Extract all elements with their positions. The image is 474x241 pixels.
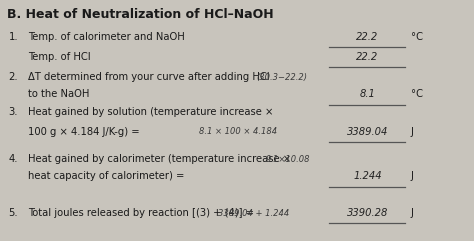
Text: 3389.04: 3389.04 bbox=[346, 127, 388, 137]
Text: 3.: 3. bbox=[9, 107, 18, 117]
Text: Heat gained by solution (temperature increase ×: Heat gained by solution (temperature inc… bbox=[28, 107, 274, 117]
Text: (30.3−22.2): (30.3−22.2) bbox=[256, 73, 307, 82]
Text: Temp. of calorimeter and NaOH: Temp. of calorimeter and NaOH bbox=[28, 32, 185, 42]
Text: J: J bbox=[411, 127, 414, 137]
Text: 5.: 5. bbox=[9, 208, 18, 218]
Text: 9.1×10.08: 9.1×10.08 bbox=[265, 154, 310, 164]
Text: 3389.04 + 1.244: 3389.04 + 1.244 bbox=[218, 209, 289, 218]
Text: 3390.28: 3390.28 bbox=[346, 208, 388, 218]
Text: 8.1: 8.1 bbox=[359, 89, 375, 100]
Text: 2.: 2. bbox=[9, 72, 18, 82]
Text: Total joules released by reaction [(3) + (4)] =: Total joules released by reaction [(3) +… bbox=[28, 208, 255, 218]
Text: °C: °C bbox=[411, 32, 423, 42]
Text: 22.2: 22.2 bbox=[356, 32, 378, 42]
Text: 1.244: 1.244 bbox=[353, 171, 382, 181]
Text: Temp. of HCl: Temp. of HCl bbox=[28, 52, 91, 62]
Text: 22.2: 22.2 bbox=[356, 52, 378, 62]
Text: to the NaOH: to the NaOH bbox=[28, 89, 90, 100]
Text: 100 g × 4.184 J/K-g) =: 100 g × 4.184 J/K-g) = bbox=[28, 127, 140, 137]
Text: J: J bbox=[411, 208, 414, 218]
Text: 4.: 4. bbox=[9, 154, 18, 164]
Text: J: J bbox=[411, 171, 414, 181]
Text: ΔT determined from your curve after adding HCl: ΔT determined from your curve after addi… bbox=[28, 72, 270, 82]
Text: B. Heat of Neutralization of HCl–NaOH: B. Heat of Neutralization of HCl–NaOH bbox=[7, 8, 274, 21]
Text: 1.: 1. bbox=[9, 32, 18, 42]
Text: 8.1 × 100 × 4.184: 8.1 × 100 × 4.184 bbox=[199, 127, 277, 136]
Text: heat capacity of calorimeter) =: heat capacity of calorimeter) = bbox=[28, 171, 185, 181]
Text: °C: °C bbox=[411, 89, 423, 100]
Text: Heat gained by calorimeter (temperature increase ×: Heat gained by calorimeter (temperature … bbox=[28, 154, 292, 164]
